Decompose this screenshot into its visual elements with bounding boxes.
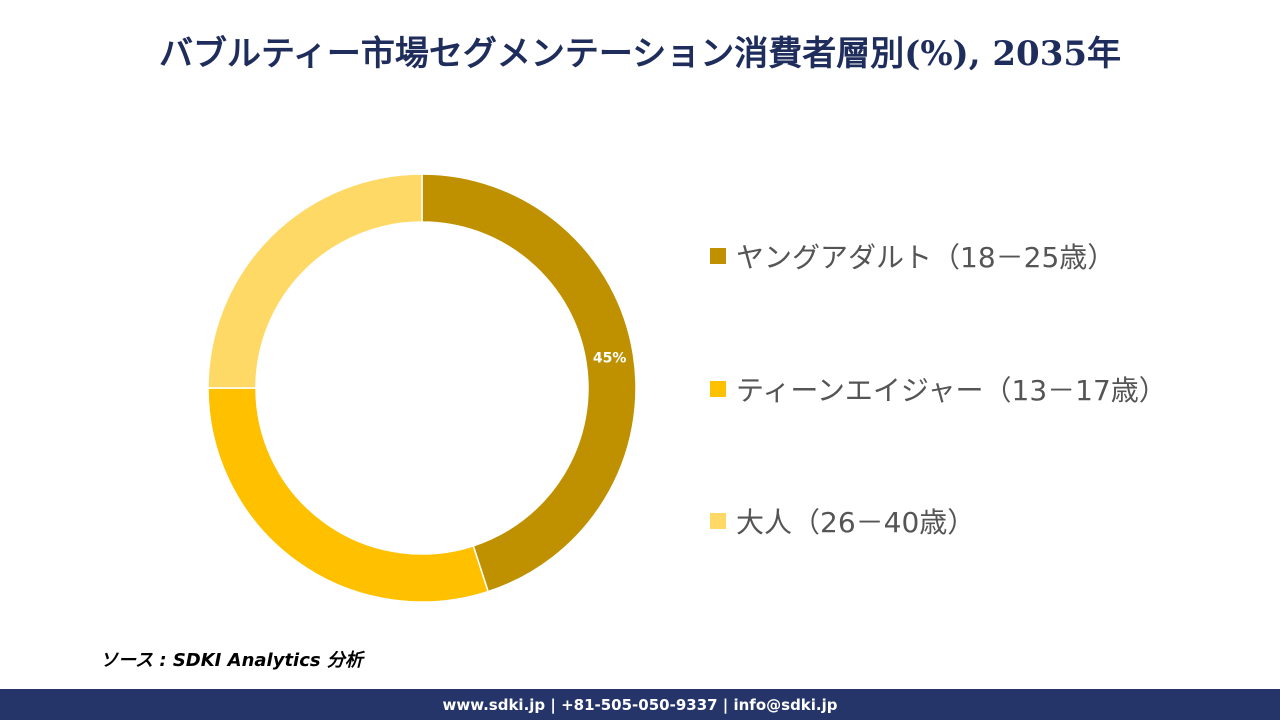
legend-label: ヤングアダルト（18－25歳） bbox=[736, 241, 1116, 274]
footer-bar: www.sdki.jp | +81-505-050-9337 | info@sd… bbox=[0, 689, 1280, 720]
legend-swatch bbox=[710, 513, 726, 529]
legend-label: ティーンエイジャー（13－17歳） bbox=[736, 374, 1167, 407]
legend-label: 大人（26－40歳） bbox=[736, 506, 976, 539]
donut-slice bbox=[207, 173, 423, 389]
legend-swatch bbox=[710, 248, 726, 264]
legend-item: ティーンエイジャー（13－17歳） bbox=[710, 369, 1167, 409]
data-label: 45% bbox=[593, 350, 627, 366]
donut-slice bbox=[207, 387, 490, 603]
footer-contact: www.sdki.jp | +81-505-050-9337 | info@sd… bbox=[442, 695, 838, 714]
donut-slice bbox=[421, 173, 637, 593]
legend-swatch bbox=[710, 381, 726, 397]
legend-item: ヤングアダルト（18－25歳） bbox=[710, 236, 1115, 276]
source-note: ソース : SDKI Analytics 分析 bbox=[100, 650, 363, 671]
chart-title: バブルティー市場セグメンテーション消費者層別(%), 2035年 bbox=[158, 34, 1122, 74]
legend-item: 大人（26－40歳） bbox=[710, 501, 975, 541]
